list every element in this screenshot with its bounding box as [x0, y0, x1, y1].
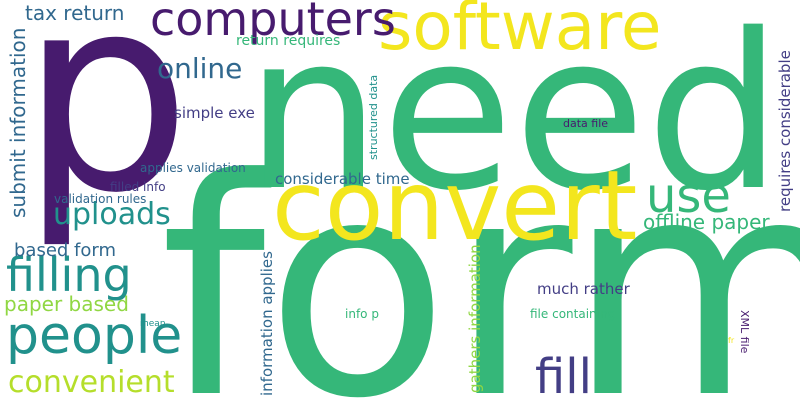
word-validation-rules: validation rules: [54, 192, 147, 206]
word-form: form: [160, 115, 800, 400]
word-return-requires: return requires: [236, 33, 341, 49]
word-software: software: [378, 0, 662, 65]
word-convert: convert: [272, 150, 638, 262]
word-online: online: [157, 52, 243, 85]
word-need: need: [245, 0, 783, 238]
word-structured-data: structured data: [367, 74, 380, 160]
word-file-containing: file containing: [530, 307, 616, 321]
word-use: use: [646, 168, 731, 224]
word-mean: mean: [140, 319, 166, 329]
word-convenient: convenient: [8, 365, 175, 400]
word-much-rather: much rather: [537, 280, 630, 298]
word-filling: filling: [6, 248, 132, 302]
word-requires-considerable: requires considerable: [776, 50, 794, 212]
word-uploads: uploads: [53, 197, 171, 232]
word-submit-information: submit information: [6, 27, 30, 218]
word-fill: fill: [535, 349, 592, 400]
word-fr: fr: [728, 336, 735, 345]
word-computers: computers: [150, 0, 396, 46]
word-data-file: data file: [563, 117, 609, 130]
word-tax-return: tax return: [25, 1, 125, 25]
word-gathers-information: gathers information: [466, 244, 484, 393]
word-based-form: based form: [14, 240, 117, 261]
word-filled-info: filled info: [110, 180, 166, 194]
word-applies-validation: applies validation: [140, 161, 246, 175]
word-p: p: [20, 0, 192, 252]
word-considerable-time: considerable time: [275, 170, 410, 188]
word-paper-based: paper based: [4, 292, 129, 316]
word-people: people: [6, 306, 183, 366]
word-information-applies: information applies: [258, 251, 276, 396]
word-info-p: info p: [345, 307, 379, 321]
word-xml-file: XML file: [738, 310, 751, 354]
word-simple-exe: simple exe: [174, 104, 255, 122]
word-offline-paper: offline paper: [643, 210, 770, 234]
